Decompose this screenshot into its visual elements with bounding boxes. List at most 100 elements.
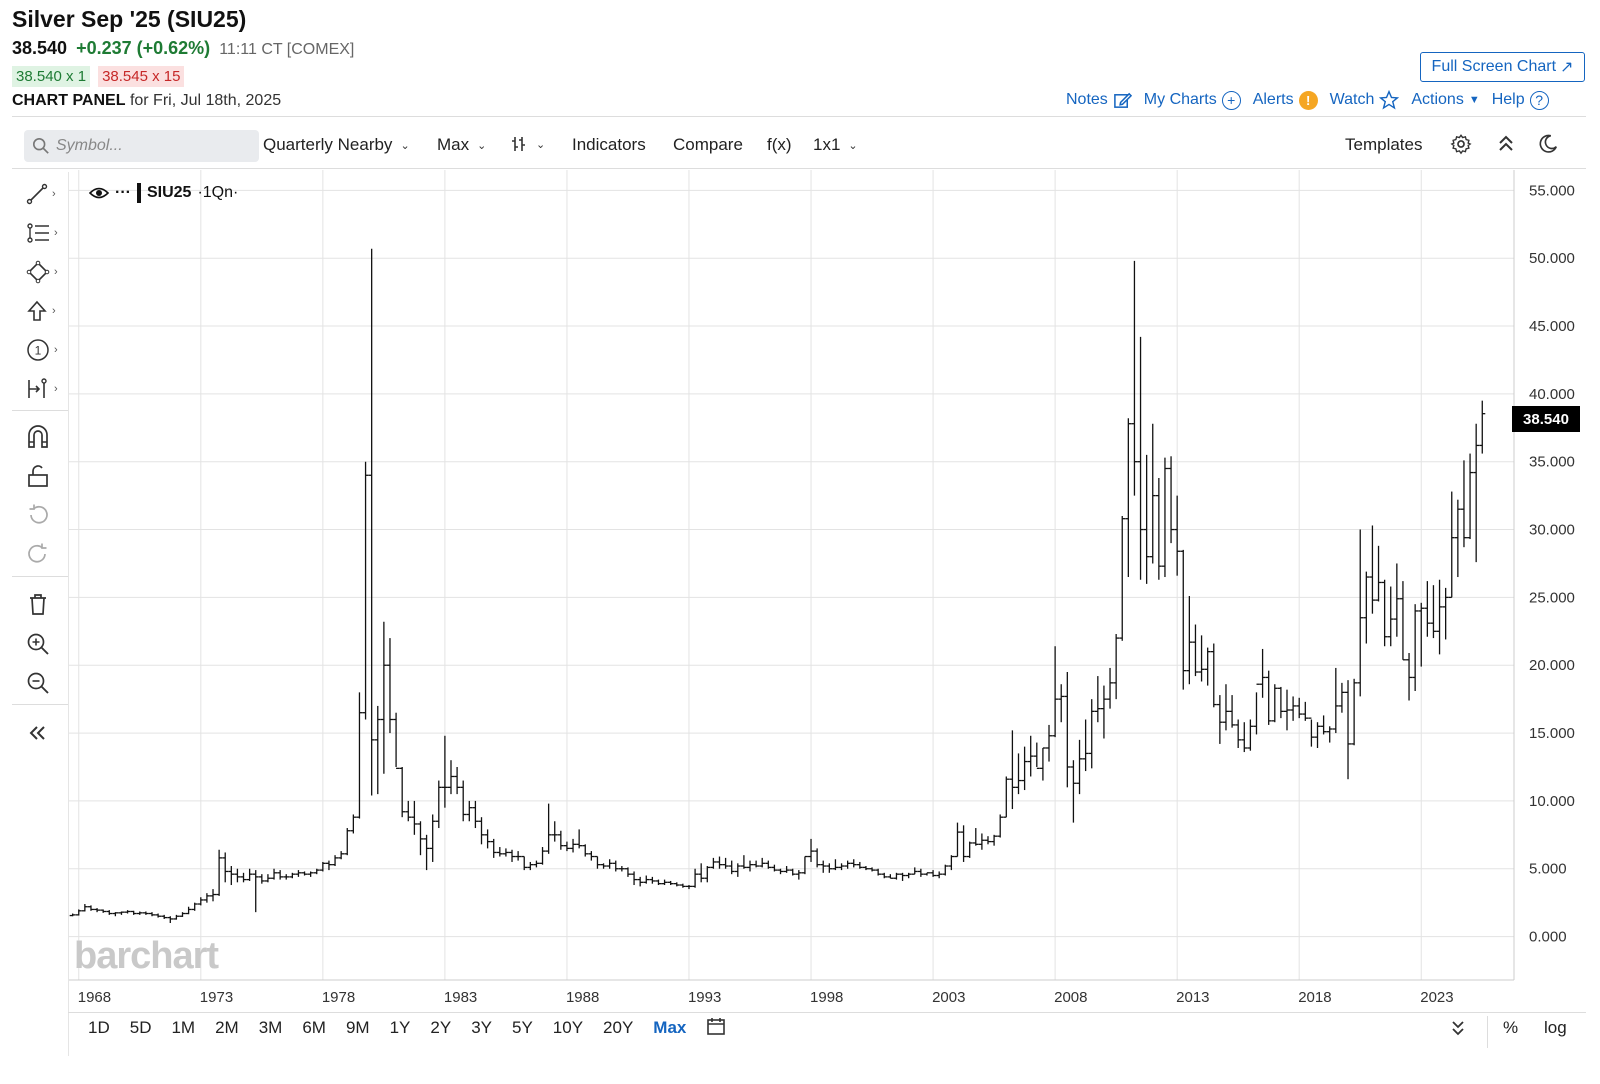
ohlc-bar xyxy=(1192,624,1199,677)
magnet-icon xyxy=(28,425,48,448)
line-tool[interactable]: › xyxy=(26,180,68,208)
range-2y[interactable]: 2Y xyxy=(430,1018,452,1037)
ohlc-bar xyxy=(1113,634,1120,700)
expand-range-button[interactable] xyxy=(1450,1019,1466,1042)
ohlc-bar xyxy=(740,855,747,869)
ohlc-bar xyxy=(277,870,284,880)
range-1d[interactable]: 1D xyxy=(88,1018,110,1037)
ohlc-bar xyxy=(881,872,888,879)
edit-icon xyxy=(1113,92,1132,108)
ohlc-bar xyxy=(783,866,790,873)
ohlc-bar xyxy=(997,814,1004,838)
zoom-out-button[interactable] xyxy=(26,669,68,697)
ohlc-bar xyxy=(667,880,674,886)
my-charts-link[interactable]: My Charts + xyxy=(1143,90,1241,110)
measure-tool[interactable]: › xyxy=(26,375,68,403)
ohlc-bar xyxy=(1418,602,1425,667)
ohlc-bar xyxy=(210,889,217,902)
fib-tool[interactable]: › xyxy=(26,219,68,247)
percent-toggle[interactable]: % xyxy=(1503,1018,1519,1037)
watch-link[interactable]: Watch xyxy=(1330,90,1400,110)
notes-link[interactable]: Notes xyxy=(1066,91,1132,110)
y-tick-label: 20.000 xyxy=(1529,657,1575,674)
dark-mode-toggle[interactable] xyxy=(1537,133,1559,155)
range-9m[interactable]: 9M xyxy=(345,1018,370,1037)
range-10y[interactable]: 10Y xyxy=(552,1018,584,1037)
range-2m[interactable]: 2M xyxy=(215,1018,239,1037)
y-tick-label: 30.000 xyxy=(1529,522,1575,539)
range-5y[interactable]: 5Y xyxy=(511,1018,533,1037)
range-3m[interactable]: 3M xyxy=(258,1018,283,1037)
legend-symbol: SIU25 xyxy=(146,184,192,201)
ohlc-bar xyxy=(1131,260,1138,496)
collapse-tools-button[interactable] xyxy=(26,719,68,747)
ohlc-bar xyxy=(1027,735,1034,777)
range-1y[interactable]: 1Y xyxy=(389,1018,411,1037)
ohlc-bar xyxy=(936,871,943,879)
gear-icon xyxy=(1450,134,1472,155)
indicators-button[interactable]: Indicators xyxy=(572,135,646,155)
ohlc-bar xyxy=(332,855,339,867)
ohlc-bar xyxy=(325,860,332,871)
ohlc-bar xyxy=(716,856,723,869)
my-charts-label: My Charts xyxy=(1143,91,1217,108)
range-max[interactable]: Max xyxy=(653,1018,687,1037)
ohlc-bar xyxy=(252,870,259,913)
ohlc-bar xyxy=(1210,643,1217,708)
star-icon xyxy=(1379,90,1400,110)
redo-button[interactable] xyxy=(26,540,68,568)
lock-tool[interactable] xyxy=(26,462,68,490)
ohlc-bar xyxy=(1076,739,1083,795)
arrow-tool[interactable]: › xyxy=(26,297,68,325)
period-dropdown[interactable]: Quarterly Nearby ⌄ xyxy=(263,135,410,155)
moon-icon xyxy=(1539,134,1558,153)
measure-icon xyxy=(28,378,47,398)
calendar-icon[interactable] xyxy=(706,1016,726,1041)
ohlc-bar xyxy=(1235,719,1242,748)
range-6m[interactable]: 6M xyxy=(302,1018,326,1037)
ohlc-bar xyxy=(106,910,113,915)
range-20y[interactable]: 20Y xyxy=(603,1018,634,1037)
range-dropdown[interactable]: Max ⌄ xyxy=(437,135,486,155)
ohlc-bar xyxy=(1436,579,1443,655)
delete-button[interactable] xyxy=(26,590,68,618)
magnet-tool[interactable] xyxy=(26,422,68,450)
log-toggle[interactable]: log xyxy=(1544,1018,1567,1037)
templates-button[interactable]: Templates xyxy=(1345,135,1422,155)
alerts-link[interactable]: Alerts ! xyxy=(1253,90,1318,110)
ohlc-bar xyxy=(637,876,644,887)
y-tick-label: 40.000 xyxy=(1529,386,1575,403)
chart-toolbar: Symbol... Quarterly Nearby ⌄ Max ⌄ ⌄ Indic… xyxy=(0,126,1600,166)
ohlc-bar xyxy=(240,872,247,883)
ohlc-bar xyxy=(1253,683,1260,735)
fibonacci-icon xyxy=(27,223,49,243)
layout-dropdown[interactable]: 1x1 ⌄ xyxy=(813,135,858,155)
settings-button[interactable] xyxy=(1450,133,1472,155)
compare-button[interactable]: Compare xyxy=(673,135,743,155)
actions-menu[interactable]: Actions ▼ xyxy=(1411,91,1479,109)
ohlc-bar xyxy=(551,821,558,842)
ohlc-bar xyxy=(454,766,461,795)
bar-type-dropdown[interactable]: ⌄ xyxy=(510,135,545,153)
ohlc-bar xyxy=(655,879,662,886)
collapse-toolbar-button[interactable] xyxy=(1496,133,1516,155)
undo-button[interactable] xyxy=(26,501,68,529)
range-1m[interactable]: 1M xyxy=(171,1018,196,1037)
symbol-search-input[interactable]: Symbol... xyxy=(24,130,259,162)
full-screen-chart-button[interactable]: Full Screen Chart ↗ xyxy=(1420,52,1585,82)
ohlc-bar xyxy=(582,844,589,857)
eye-icon[interactable] xyxy=(89,185,109,201)
help-link[interactable]: Help ? xyxy=(1492,90,1549,110)
ohlc-bar xyxy=(1039,747,1046,781)
more-icon[interactable]: ··· xyxy=(115,184,131,201)
zoom-in-button[interactable] xyxy=(26,630,68,658)
annotation-tool[interactable]: 1 › xyxy=(26,336,68,364)
range-5d[interactable]: 5D xyxy=(129,1018,152,1037)
ohlc-bar xyxy=(405,800,412,822)
ohlc-bar xyxy=(722,857,729,869)
range-3y[interactable]: 3Y xyxy=(471,1018,492,1037)
fx-button[interactable]: f(x) xyxy=(767,135,792,155)
shape-tool[interactable]: › xyxy=(26,258,68,286)
